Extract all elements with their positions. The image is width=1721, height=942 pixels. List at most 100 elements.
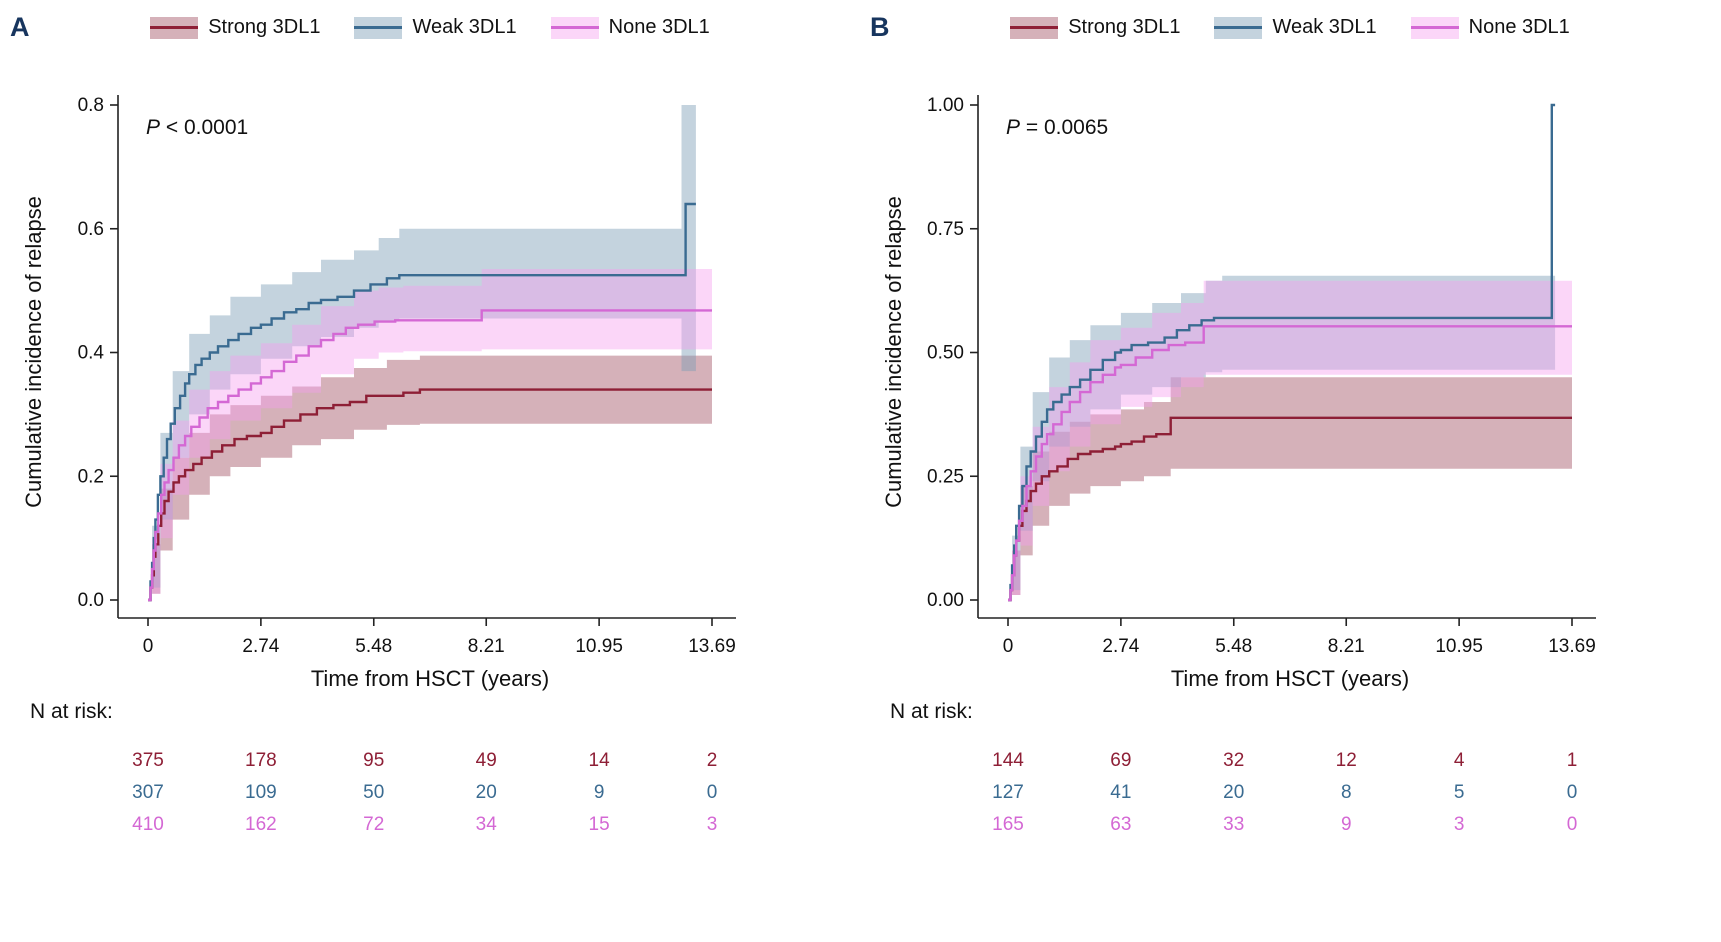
risk-value-weak-3dl1: 8: [1340, 782, 1352, 803]
risk-value-weak-3dl1: 0: [706, 782, 718, 803]
risk-value-none-3dl1: 3: [1453, 814, 1465, 835]
x-axis-title-b: Time from HSCT (years): [1170, 666, 1410, 691]
strong-3dl1-line-icon: [150, 26, 199, 29]
x-tick-label: 2.74: [1102, 636, 1139, 657]
weak-3dl1-ci-band: [152, 105, 696, 588]
x-tick-label: 0: [1003, 636, 1014, 657]
panel-a-label: A: [10, 12, 30, 42]
x-tick-label: 8.21: [1328, 636, 1365, 657]
legend-item-none: None 3DL1: [550, 16, 710, 39]
risk-value-none-3dl1: 3: [706, 814, 718, 835]
y-tick-label: 0.50: [927, 343, 964, 364]
y-tick-label: 1.00: [927, 95, 964, 116]
risk-value-strong-3dl1: 4: [1453, 750, 1465, 771]
panel-b: B Strong 3DL1 Weak 3DL1 None 3DL1 0.00 0.…: [860, 0, 1720, 942]
none-3dl1-line-icon: [1410, 26, 1459, 29]
none-3dl1-curve: [148, 309, 712, 602]
y-tick-label: 0.6: [78, 219, 104, 240]
y-tick-label: 0.00: [927, 590, 964, 611]
none-3dl1-swatch-icon: [1410, 16, 1459, 39]
risk-value-none-3dl1: 15: [588, 814, 610, 835]
n-at-risk-label-a: N at risk:: [30, 700, 113, 723]
risk-value-weak-3dl1: 109: [245, 782, 277, 803]
p-text: < 0.0001: [160, 116, 249, 139]
risk-value-weak-3dl1: 9: [593, 782, 605, 803]
none-3dl1-ci-band: [1012, 280, 1572, 595]
risk-value-strong-3dl1: 2: [706, 750, 718, 771]
risk-value-weak-3dl1: 20: [1223, 782, 1245, 803]
x-axis-title-a: Time from HSCT (years): [310, 666, 550, 691]
x-tick-label: 0: [143, 636, 154, 657]
p-symbol: P: [1006, 116, 1021, 139]
legend: Strong 3DL1 Weak 3DL1 None 3DL1: [0, 16, 860, 39]
none-3dl1-ci-band: [152, 269, 713, 594]
y-tick-label: 0.2: [78, 466, 104, 487]
strong-3dl1-swatch-icon: [1010, 16, 1059, 39]
risk-value-weak-3dl1: 5: [1453, 782, 1465, 803]
weak-3dl1-swatch-icon: [1214, 16, 1263, 39]
y-axis-title-b: Cumulative incidence of relapse: [881, 196, 906, 508]
weak-3dl1-line-icon: [354, 26, 403, 29]
risk-value-strong-3dl1: 32: [1223, 750, 1245, 771]
legend-item-none: None 3DL1: [1410, 16, 1570, 39]
none-3dl1-line-icon: [550, 26, 599, 29]
risk-value-strong-3dl1: 12: [1335, 750, 1357, 771]
risk-value-none-3dl1: 33: [1223, 814, 1245, 835]
risk-value-weak-3dl1: 0: [1566, 782, 1578, 803]
legend-item-strong: Strong 3DL1: [1010, 16, 1180, 39]
risk-value-weak-3dl1: 127: [992, 782, 1024, 803]
p-value-b: P = 0.0065: [1006, 116, 1108, 140]
strong-3dl1-curve: [148, 388, 712, 602]
risk-value-none-3dl1: 0: [1566, 814, 1578, 835]
legend-item-weak: Weak 3DL1: [354, 16, 517, 39]
risk-value-none-3dl1: 410: [132, 814, 164, 835]
legend: Strong 3DL1 Weak 3DL1 None 3DL1: [860, 16, 1720, 39]
strong-3dl1-ci-band: [1012, 377, 1572, 595]
weak-3dl1-curve: [148, 202, 696, 602]
risk-value-strong-3dl1: 95: [363, 750, 385, 771]
risk-value-weak-3dl1: 50: [363, 782, 385, 803]
x-tick-label: 10.95: [575, 636, 623, 657]
risk-value-none-3dl1: 9: [1340, 814, 1352, 835]
legend-item-weak: Weak 3DL1: [1214, 16, 1377, 39]
legend-label-weak: Weak 3DL1: [1272, 16, 1377, 38]
weak-3dl1-line-icon: [1214, 26, 1263, 29]
x-tick-label: 8.21: [468, 636, 505, 657]
x-tick-label: 5.48: [1215, 636, 1252, 657]
risk-value-strong-3dl1: 178: [245, 750, 277, 771]
x-tick-label: 10.95: [1435, 636, 1483, 657]
risk-value-none-3dl1: 162: [245, 814, 277, 835]
legend-label-weak: Weak 3DL1: [412, 16, 517, 38]
risk-value-none-3dl1: 63: [1110, 814, 1132, 835]
p-symbol: P: [146, 116, 161, 139]
y-tick-label: 0.0: [78, 590, 104, 611]
risk-value-strong-3dl1: 69: [1110, 750, 1132, 771]
none-3dl1-curve: [1008, 325, 1572, 602]
strong-3dl1-ci-band: [152, 355, 713, 594]
risk-value-weak-3dl1: 20: [475, 782, 497, 803]
legend-label-strong: Strong 3DL1: [1068, 16, 1181, 38]
legend-label-none: None 3DL1: [608, 16, 710, 38]
risk-value-none-3dl1: 165: [992, 814, 1024, 835]
risk-table-a: 375 178 95 49 14 2 307 109 50 20 9 0 410 162 72 34 15 3: [0, 750, 860, 870]
y-tick-label: 0.8: [78, 95, 104, 116]
y-axis-title-a: Cumulative incidence of relapse: [21, 196, 46, 508]
weak-3dl1-swatch-icon: [354, 16, 403, 39]
relapse-plot-a: 0.0 0.2 0.4 0.6 0.8 0 2.74 5.48 8.21 10.95 13.69: [78, 95, 736, 657]
p-value-a: P < 0.0001: [146, 116, 248, 140]
y-tick-label: 0.4: [78, 343, 105, 364]
risk-value-none-3dl1: 72: [363, 814, 385, 835]
weak-3dl1-ci-band: [1012, 275, 1556, 591]
relapse-plot-b: 0.00 0.25 0.50 0.75 1.00 0 2.74 5.48 8.21 10.95 13…: [927, 95, 1596, 657]
risk-value-strong-3dl1: 1: [1566, 750, 1578, 771]
x-tick-label: 13.69: [1548, 636, 1596, 657]
y-tick-label: 0.75: [927, 219, 964, 240]
risk-value-strong-3dl1: 375: [132, 750, 164, 771]
n-at-risk-label-b: N at risk:: [890, 700, 973, 723]
risk-table-b: 144 69 32 12 4 1 127 41 20 8 5 0 165 63 33 9 3 0: [860, 750, 1720, 870]
risk-value-weak-3dl1: 41: [1110, 782, 1132, 803]
x-tick-label: 13.69: [688, 636, 736, 657]
panel-b-label: B: [870, 12, 890, 42]
risk-value-strong-3dl1: 49: [475, 750, 497, 771]
x-tick-label: 2.74: [242, 636, 279, 657]
